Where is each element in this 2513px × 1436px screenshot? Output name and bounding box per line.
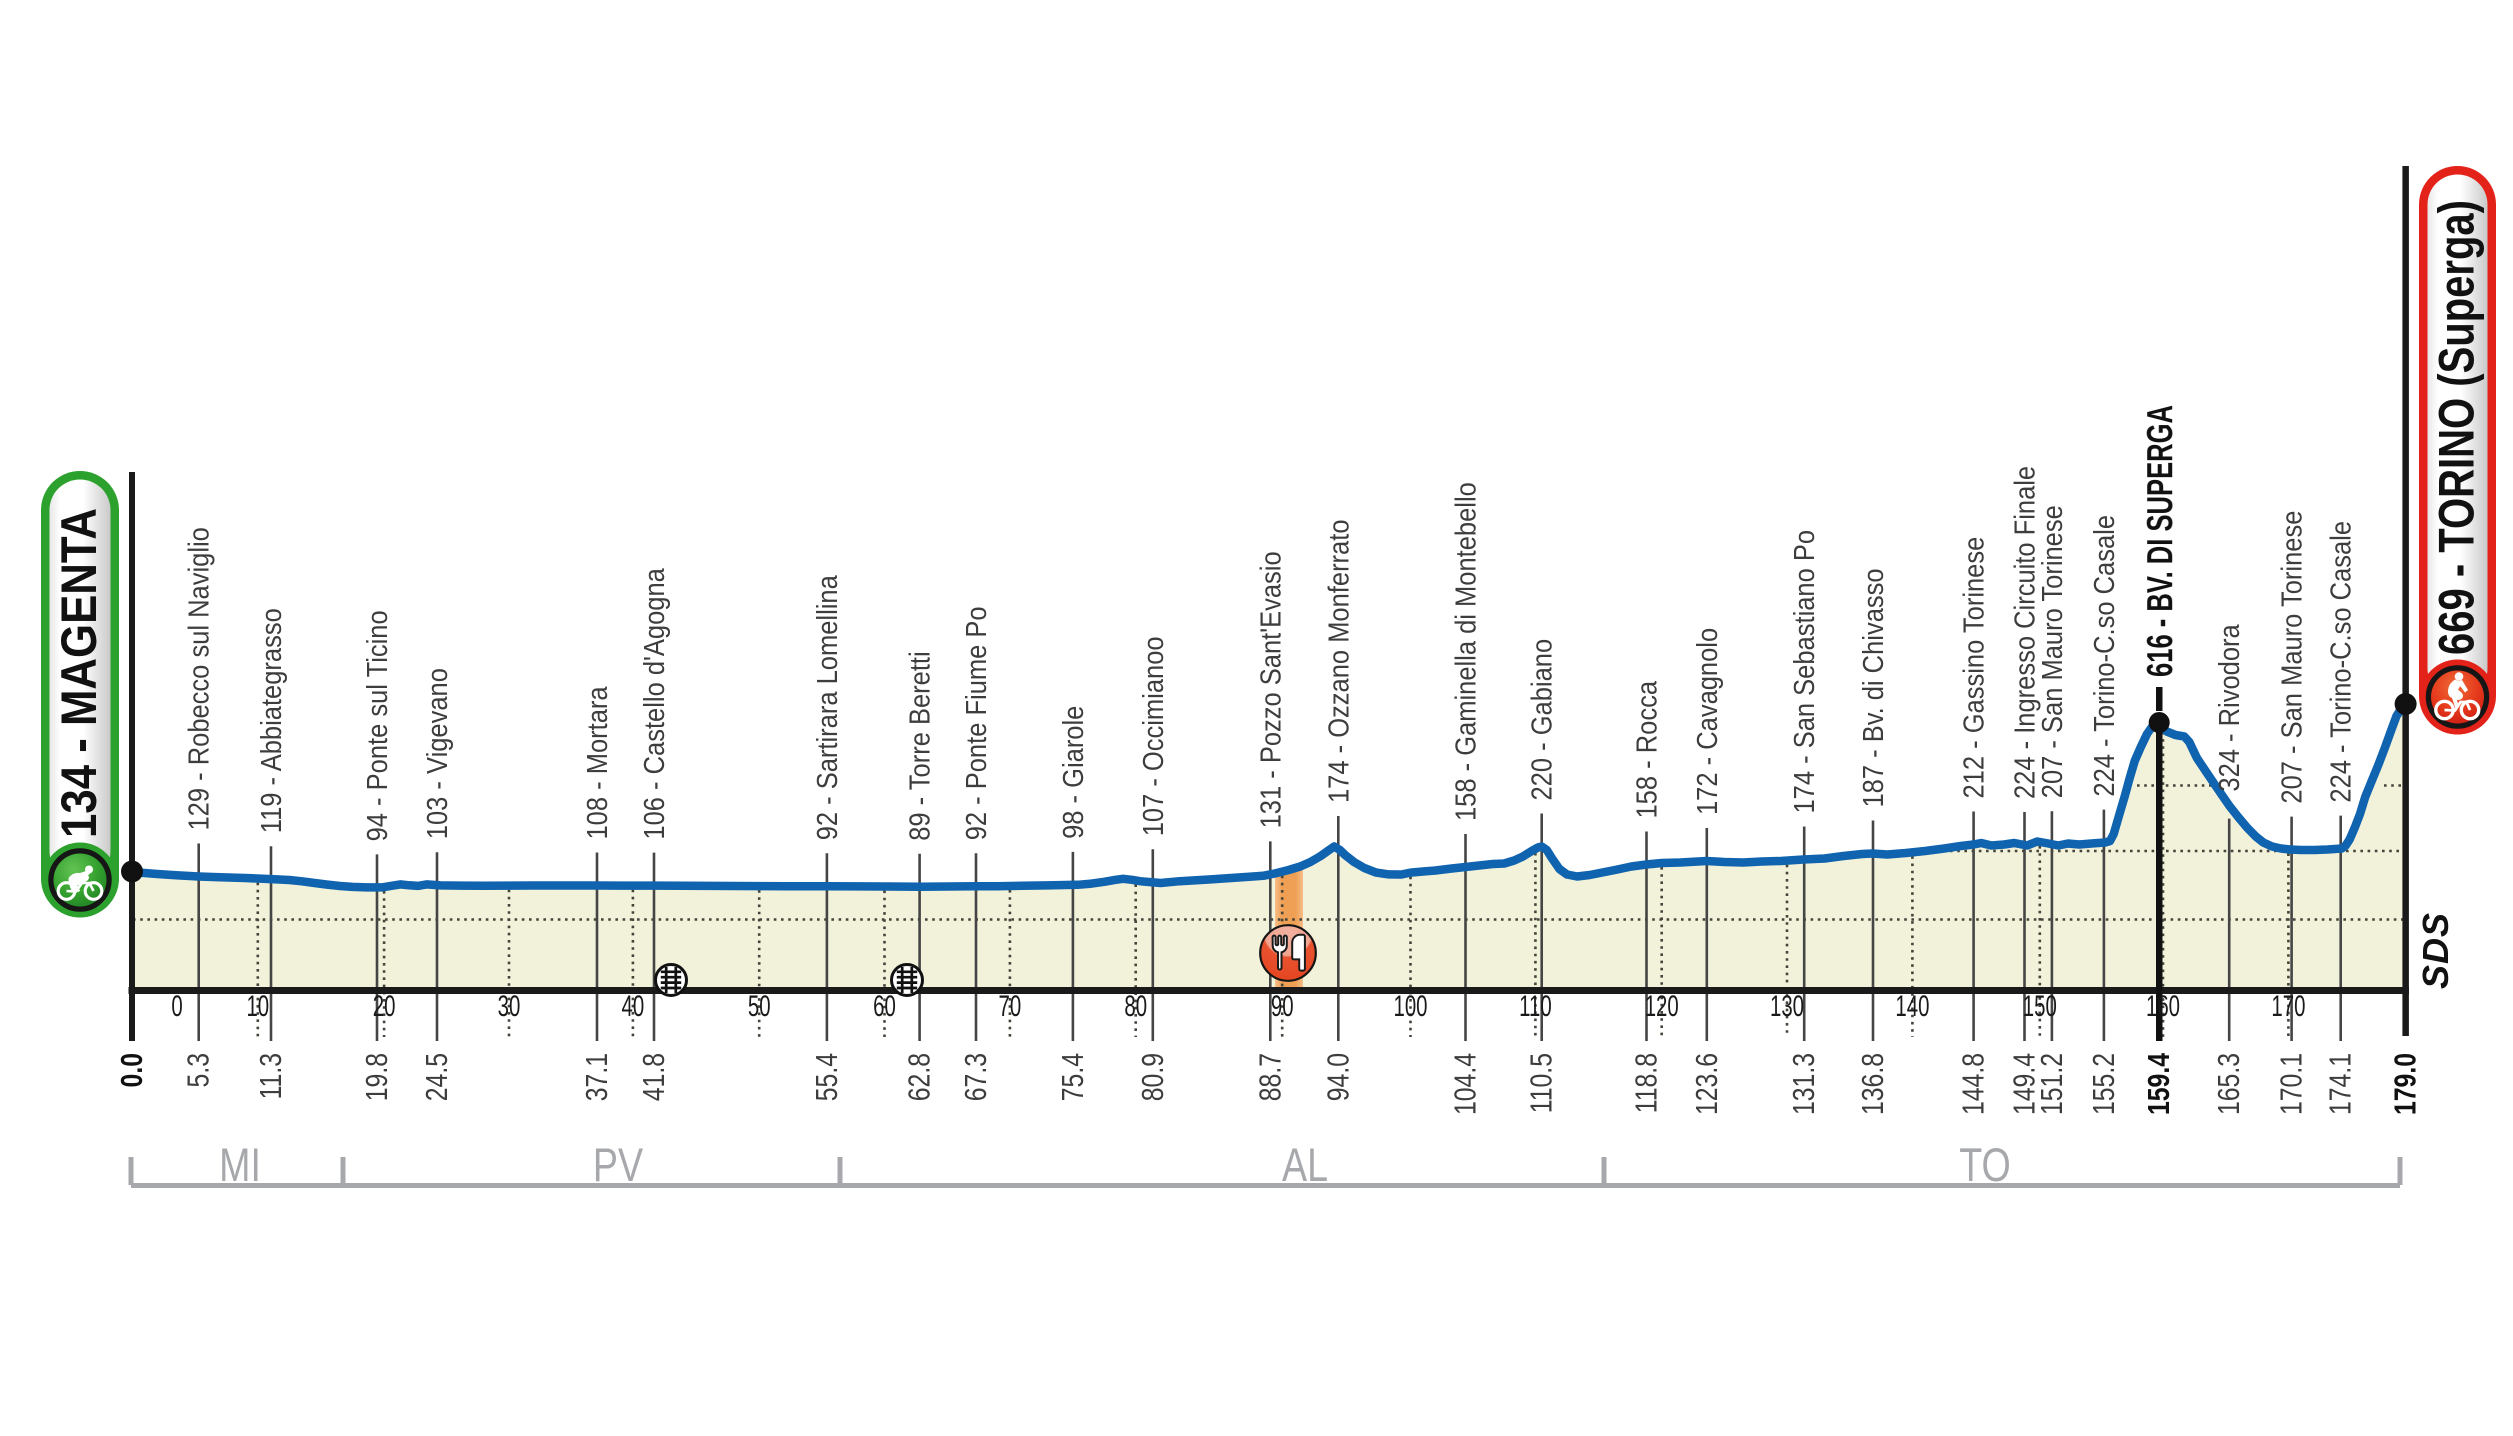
svg-text:TO: TO [1959, 1139, 2011, 1192]
svg-text:151.2: 151.2 [2034, 1053, 2068, 1115]
svg-text:104.4: 104.4 [1448, 1053, 1482, 1115]
svg-text:134 - MAGENTA: 134 - MAGENTA [51, 508, 107, 838]
svg-text:62.8: 62.8 [902, 1053, 936, 1101]
svg-text:187 - Bv. di Chivasso: 187 - Bv. di Chivasso [1856, 568, 1889, 807]
svg-text:60: 60 [873, 990, 896, 1023]
svg-text:50: 50 [748, 990, 771, 1023]
svg-text:110.5: 110.5 [1524, 1053, 1558, 1113]
svg-text:30: 30 [498, 990, 521, 1023]
svg-text:MI: MI [219, 1139, 261, 1192]
svg-text:131.3: 131.3 [1787, 1053, 1821, 1115]
svg-text:92 - Ponte Fiume Po: 92 - Ponte Fiume Po [959, 606, 992, 840]
svg-text:129 - Robecco sul Naviglio: 129 - Robecco sul Naviglio [182, 527, 215, 830]
svg-text:207 - San Mauro Torinese: 207 - San Mauro Torinese [2275, 511, 2308, 804]
svg-text:80: 80 [1124, 990, 1147, 1023]
svg-text:160: 160 [2146, 990, 2180, 1023]
svg-text:170: 170 [2271, 990, 2305, 1023]
svg-text:136.8: 136.8 [1855, 1053, 1889, 1115]
svg-text:174 - San Sebastiano Po: 174 - San Sebastiano Po [1788, 530, 1821, 814]
svg-text:174.1: 174.1 [2323, 1053, 2357, 1115]
svg-text:150: 150 [2023, 990, 2057, 1023]
svg-text:158 - Rocca: 158 - Rocca [1630, 680, 1663, 818]
svg-text:130: 130 [1770, 990, 1804, 1023]
svg-text:75.4: 75.4 [1055, 1053, 1089, 1101]
svg-text:0: 0 [171, 990, 182, 1023]
svg-text:159.4: 159.4 [2142, 1053, 2176, 1115]
svg-text:AL: AL [1282, 1139, 1328, 1192]
svg-text:98 - Giarole: 98 - Giarole [1056, 706, 1089, 839]
svg-text:174 - Ozzano Monferrato: 174 - Ozzano Monferrato [1322, 519, 1355, 803]
svg-text:106 - Castello d'Agogna: 106 - Castello d'Agogna [637, 567, 670, 839]
svg-text:110: 110 [1519, 990, 1552, 1023]
svg-text:11.3: 11.3 [253, 1053, 287, 1099]
svg-text:108 - Mortara: 108 - Mortara [580, 686, 613, 840]
svg-text:92 - Sartirara Lomellina: 92 - Sartirara Lomellina [810, 574, 843, 840]
svg-text:19.8: 19.8 [359, 1053, 393, 1101]
svg-text:144.8: 144.8 [1956, 1053, 1990, 1115]
svg-text:67.3: 67.3 [958, 1053, 992, 1101]
svg-text:149.4: 149.4 [2007, 1053, 2041, 1115]
svg-text:89 - Torre Beretti: 89 - Torre Beretti [903, 651, 936, 840]
svg-text:94 - Ponte sul Ticino: 94 - Ponte sul Ticino [360, 610, 393, 841]
svg-text:5.3: 5.3 [181, 1053, 215, 1087]
svg-text:120: 120 [1645, 990, 1679, 1023]
svg-text:616 - BV. DI SUPERGA: 616 - BV. DI SUPERGA [2139, 405, 2180, 677]
svg-text:94.0: 94.0 [1321, 1053, 1355, 1101]
svg-text:118.8: 118.8 [1629, 1053, 1663, 1113]
svg-text:172 - Cavagnolo: 172 - Cavagnolo [1690, 628, 1723, 815]
svg-text:119 - Abbiategrasso: 119 - Abbiategrasso [254, 608, 287, 833]
svg-text:37.1: 37.1 [579, 1053, 613, 1101]
svg-text:PV: PV [593, 1139, 644, 1192]
svg-text:103 - Vigevano: 103 - Vigevano [420, 668, 453, 839]
svg-text:179.0: 179.0 [2388, 1053, 2422, 1115]
svg-text:158 - Gaminella di Montebello: 158 - Gaminella di Montebello [1449, 482, 1482, 821]
svg-text:324 - Rivodora: 324 - Rivodora [2213, 624, 2246, 792]
svg-text:155.2: 155.2 [2086, 1053, 2120, 1115]
svg-text:10: 10 [246, 990, 269, 1023]
svg-text:212 - Gassino Torinese: 212 - Gassino Torinese [1957, 537, 1990, 799]
svg-text:220 - Gabiano: 220 - Gabiano [1525, 639, 1558, 801]
svg-text:224 - Ingresso Circuito Finale: 224 - Ingresso Circuito Finale [2008, 466, 2041, 799]
svg-text:207 - San Mauro Torinese: 207 - San Mauro Torinese [2035, 505, 2068, 798]
svg-text:SDS: SDS [2415, 912, 2456, 989]
svg-text:669 - TORINO (Superga): 669 - TORINO (Superga) [2429, 200, 2485, 655]
svg-text:40: 40 [622, 990, 645, 1023]
svg-text:24.5: 24.5 [419, 1053, 453, 1101]
svg-text:107 - Occimianoo: 107 - Occimianoo [1136, 636, 1169, 836]
svg-text:0.0: 0.0 [114, 1053, 148, 1087]
svg-text:90: 90 [1271, 990, 1294, 1023]
svg-text:165.3: 165.3 [2212, 1053, 2246, 1115]
svg-text:88.7: 88.7 [1253, 1053, 1287, 1101]
svg-text:100: 100 [1393, 990, 1427, 1023]
svg-text:80.9: 80.9 [1135, 1053, 1169, 1101]
svg-text:70: 70 [999, 990, 1022, 1023]
svg-text:140: 140 [1895, 990, 1929, 1023]
svg-text:41.8: 41.8 [636, 1053, 670, 1101]
svg-text:55.4: 55.4 [809, 1053, 843, 1101]
svg-text:224 - Torino-C.so Casale: 224 - Torino-C.so Casale [2324, 521, 2357, 803]
svg-text:131 - Pozzo Sant'Evasio: 131 - Pozzo Sant'Evasio [1254, 551, 1287, 828]
svg-text:170.1: 170.1 [2274, 1053, 2308, 1115]
svg-text:224 - Torino-C.so Casale: 224 - Torino-C.so Casale [2087, 515, 2120, 797]
svg-text:123.6: 123.6 [1689, 1053, 1723, 1115]
svg-text:20: 20 [373, 990, 396, 1023]
